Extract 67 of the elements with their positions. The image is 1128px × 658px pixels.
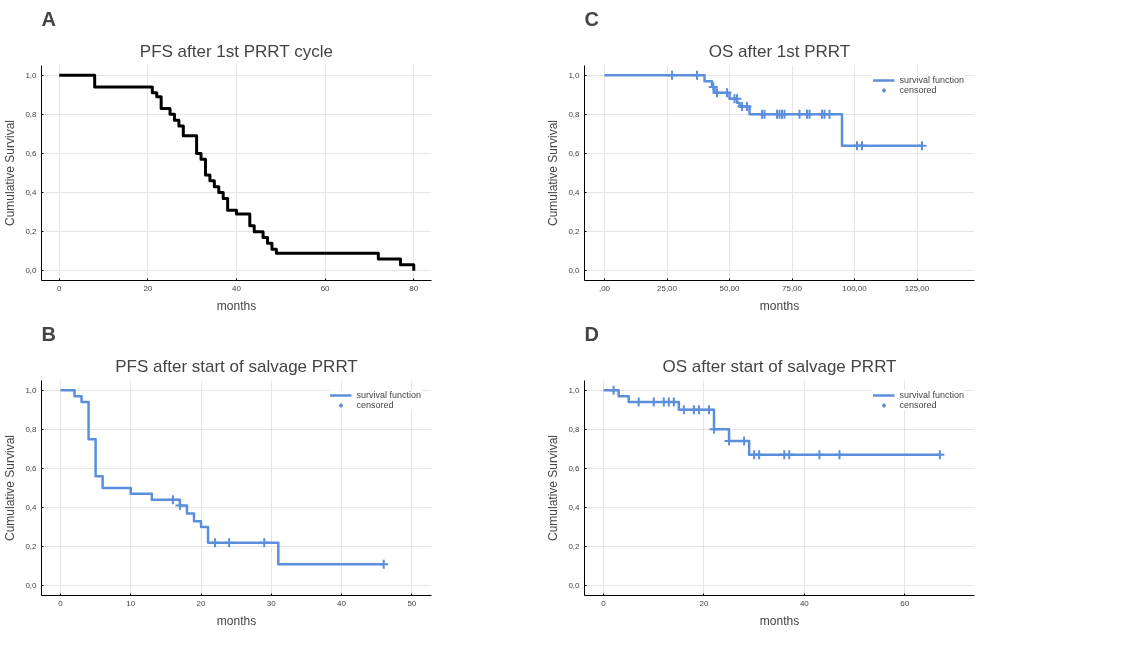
y-tick-label: 0,4 bbox=[568, 188, 581, 198]
x-axis-title: months bbox=[759, 298, 800, 313]
legend-label: censored bbox=[356, 400, 394, 410]
x-tick-label: 20 bbox=[699, 598, 709, 608]
x-tick-label: 80 bbox=[409, 283, 419, 293]
x-tick-label: 40 bbox=[232, 283, 242, 293]
y-axis-title: Cumulative Survival bbox=[3, 434, 18, 542]
legend-label: survival function bbox=[356, 390, 421, 400]
y-tick-label: 0,6 bbox=[25, 463, 38, 473]
x-tick-label: 20 bbox=[196, 598, 207, 608]
legend-label: survival function bbox=[899, 75, 964, 85]
x-tick-label: 25,00 bbox=[656, 283, 678, 293]
y-tick-label: 1,0 bbox=[25, 70, 38, 80]
x-tick-label: 10 bbox=[126, 598, 136, 608]
x-tick-label: ,00 bbox=[598, 283, 611, 293]
y-tick-label: 0,4 bbox=[568, 503, 581, 513]
y-tick-label: 0,8 bbox=[568, 109, 581, 119]
y-axis-title: Cumulative Survival bbox=[546, 119, 561, 227]
y-tick-label: 0,4 bbox=[25, 503, 38, 513]
y-tick-label: 0,6 bbox=[568, 463, 581, 473]
legend-label: censored bbox=[899, 400, 937, 410]
x-tick-label: 40 bbox=[337, 598, 347, 608]
y-tick-label: 1,0 bbox=[568, 70, 581, 80]
y-tick-label: 1,0 bbox=[25, 385, 38, 395]
chart-title: OS after 1st PRRT bbox=[708, 41, 851, 61]
y-tick-label: 0,6 bbox=[25, 148, 38, 158]
x-tick-label: 50 bbox=[407, 598, 417, 608]
legend-label: censored bbox=[899, 85, 937, 95]
y-tick-label: 0,2 bbox=[25, 542, 38, 552]
y-axis-title: Cumulative Survival bbox=[546, 434, 561, 542]
x-tick-label: 100,00 bbox=[842, 283, 868, 293]
y-tick-label: 0,8 bbox=[568, 424, 581, 434]
x-tick-label: 20 bbox=[143, 283, 153, 293]
x-axis-title: months bbox=[216, 613, 257, 628]
x-tick-label: 30 bbox=[266, 598, 277, 608]
y-tick-label: 0,2 bbox=[25, 227, 38, 237]
y-tick-label: 0,0 bbox=[25, 266, 38, 276]
x-tick-label: 0 bbox=[601, 598, 607, 608]
x-tick-label: 60 bbox=[320, 283, 331, 293]
y-tick-label: 0,6 bbox=[568, 148, 581, 158]
x-tick-label: 40 bbox=[799, 598, 810, 608]
chart-title: PFS after start of salvage PRRT bbox=[115, 356, 358, 376]
x-tick-label: 60 bbox=[900, 598, 910, 608]
chart-title: OS after start of salvage PRRT bbox=[662, 356, 897, 376]
y-tick-label: 0,2 bbox=[568, 227, 581, 237]
y-tick-label: 0,0 bbox=[568, 581, 581, 591]
legend-label: survival function bbox=[899, 390, 964, 400]
text: D bbox=[584, 322, 599, 345]
y-tick-label: 0,8 bbox=[25, 424, 38, 434]
y-tick-label: 0,2 bbox=[568, 542, 581, 552]
x-axis-title: months bbox=[759, 613, 800, 628]
text: C bbox=[584, 7, 599, 30]
text: A bbox=[41, 7, 56, 30]
x-tick-label: 125,00 bbox=[904, 283, 930, 293]
y-tick-label: 0,4 bbox=[25, 188, 38, 198]
chart-title: PFS after 1st PRRT cycle bbox=[139, 41, 333, 61]
x-tick-label: 50,00 bbox=[719, 283, 741, 293]
x-tick-label: 75,00 bbox=[781, 283, 803, 293]
y-tick-label: 0,0 bbox=[25, 581, 38, 591]
y-tick-label: 0,8 bbox=[25, 109, 38, 119]
y-tick-label: 0,0 bbox=[568, 266, 581, 276]
x-tick-label: 0 bbox=[57, 283, 62, 293]
text: B bbox=[41, 322, 56, 345]
x-axis-title: months bbox=[216, 298, 257, 313]
x-tick-label: 0 bbox=[58, 598, 64, 608]
y-axis-title: Cumulative Survival bbox=[3, 119, 18, 227]
y-tick-label: 1,0 bbox=[568, 385, 581, 395]
